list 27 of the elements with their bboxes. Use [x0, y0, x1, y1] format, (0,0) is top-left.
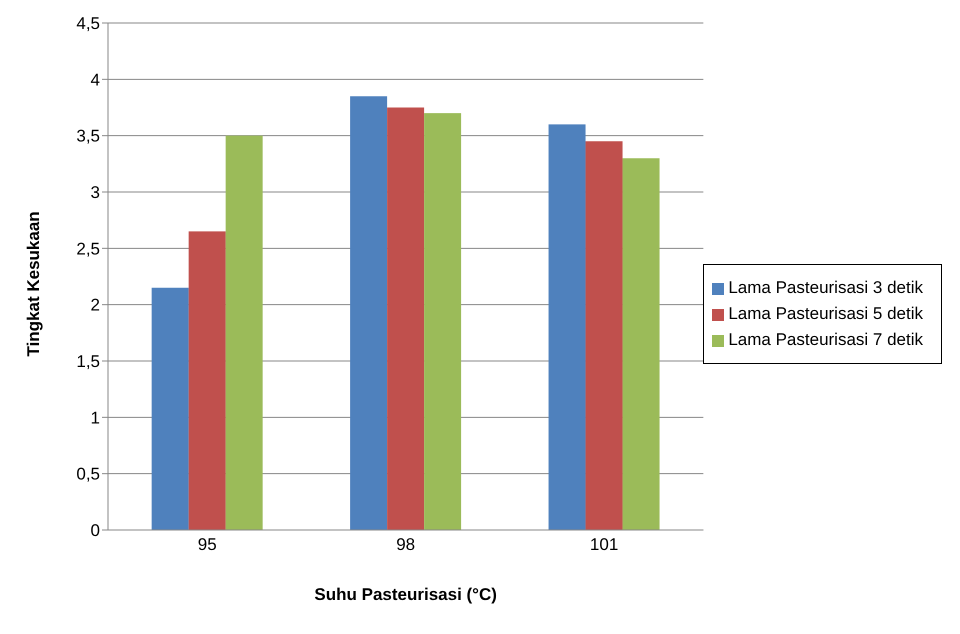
legend-label: Lama Pasteurisasi 5 detik	[728, 304, 923, 323]
y-tick-label: 1	[90, 408, 100, 428]
bar	[350, 96, 388, 530]
bar	[387, 108, 424, 530]
x-tick-label: 101	[590, 535, 618, 554]
bar	[424, 113, 462, 530]
x-axis-title: Suhu Pasteurisasi (°C)	[314, 585, 497, 604]
bar	[152, 288, 189, 530]
bar	[622, 158, 660, 530]
bar	[188, 231, 226, 530]
y-axis-title: Tingkat Kesukaan	[24, 211, 44, 356]
y-tick-label: 4	[90, 70, 100, 90]
y-tick-label: 4,5	[76, 14, 100, 34]
y-tick-label: 3	[90, 183, 100, 202]
y-tick-label: 2	[90, 296, 100, 315]
y-tick-label: 1,5	[76, 352, 100, 372]
y-tick-label: 0	[90, 521, 100, 540]
y-tick-label: 0,5	[76, 464, 100, 484]
legend-label: Lama Pasteurisasi 7 detik	[728, 330, 923, 349]
bar	[548, 124, 586, 530]
x-tick-label: 98	[396, 535, 416, 554]
legend-label: Lama Pasteurisasi 3 detik	[728, 278, 923, 297]
x-tick-label: 95	[198, 535, 217, 554]
y-tick-label: 2,5	[76, 239, 100, 258]
bar	[586, 141, 623, 530]
y-tick-label: 3,5	[76, 126, 100, 146]
bar	[226, 136, 263, 530]
